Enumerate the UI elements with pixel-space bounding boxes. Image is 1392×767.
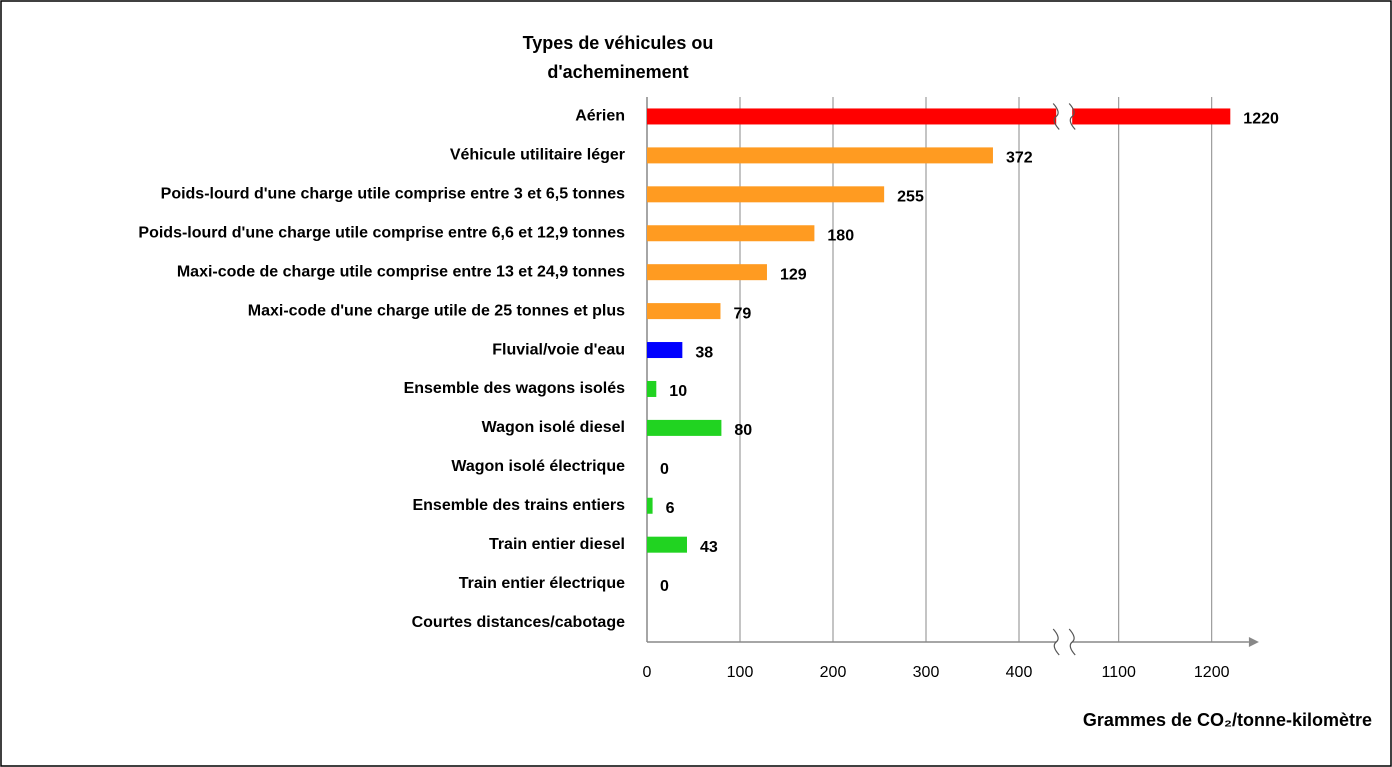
bar <box>647 186 885 203</box>
value-label: 79 <box>733 305 751 322</box>
y-tick-label: Wagon isolé électrique <box>451 458 625 475</box>
y-axis-title: Types de véhicules ou <box>523 33 714 53</box>
x-tick-label: 300 <box>913 664 940 681</box>
value-label: 10 <box>669 383 687 400</box>
x-tick-label: 0 <box>643 664 652 681</box>
bar <box>647 419 722 436</box>
break-mark <box>1068 628 1076 656</box>
y-tick-label: Véhicule utilitaire léger <box>450 147 625 164</box>
value-label: 180 <box>827 227 854 244</box>
value-label: 80 <box>734 422 752 439</box>
value-label: 129 <box>780 266 807 283</box>
x-axis-title: Grammes de CO₂/tonne-kilomètre <box>1083 710 1372 730</box>
y-tick-label: Fluvial/voie d'eau <box>492 341 625 358</box>
bar <box>647 225 815 242</box>
break-mark <box>1068 103 1076 130</box>
value-label: 255 <box>897 189 924 206</box>
y-tick-label: Train entier électrique <box>459 575 625 592</box>
bar <box>647 147 993 164</box>
value-label: 43 <box>700 539 718 556</box>
x-tick-label: 100 <box>727 664 754 681</box>
value-label: 0 <box>660 461 669 478</box>
axis-arrow <box>1248 637 1259 647</box>
y-tick-label: Ensemble des trains entiers <box>412 497 625 514</box>
y-axis-title: d'acheminement <box>547 62 688 82</box>
y-tick-label: Maxi-code d'une charge utile de 25 tonne… <box>248 302 625 319</box>
value-label: 38 <box>695 344 713 361</box>
y-tick-label: Ensemble des wagons isolés <box>404 380 626 397</box>
value-label: 1220 <box>1243 111 1279 128</box>
x-tick-label: 1200 <box>1194 664 1230 681</box>
y-tick-label: Wagon isolé diesel <box>482 419 625 436</box>
bar <box>647 342 683 359</box>
bar <box>647 380 657 397</box>
break-mark <box>1052 628 1060 656</box>
y-tick-label: Poids-lourd d'une charge utile comprise … <box>138 224 625 241</box>
bar <box>647 303 721 320</box>
value-label: 6 <box>666 500 675 517</box>
y-tick-label: Poids-lourd d'une charge utile comprise … <box>161 186 625 203</box>
value-label: 372 <box>1006 150 1033 167</box>
x-tick-label: 400 <box>1006 664 1033 681</box>
bar <box>647 264 767 281</box>
bar <box>647 497 653 514</box>
bar <box>1072 108 1231 125</box>
break-mark <box>1052 103 1060 130</box>
x-tick-label: 200 <box>820 664 847 681</box>
x-tick-label: 1100 <box>1101 664 1136 681</box>
y-tick-label: Maxi-code de charge utile comprise entre… <box>177 263 625 280</box>
value-label: 0 <box>660 578 669 595</box>
y-tick-label: Aérien <box>575 108 625 125</box>
y-tick-label: Train entier diesel <box>489 536 625 553</box>
bar <box>647 108 1057 125</box>
bar <box>647 536 687 553</box>
y-tick-label: Courtes distances/cabotage <box>412 614 626 631</box>
